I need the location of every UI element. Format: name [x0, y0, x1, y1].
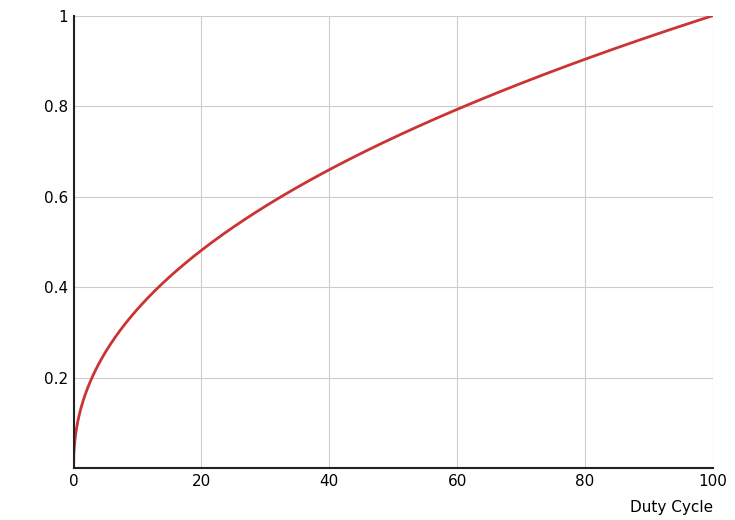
Text: Duty Cycle: Duty Cycle	[630, 500, 713, 515]
